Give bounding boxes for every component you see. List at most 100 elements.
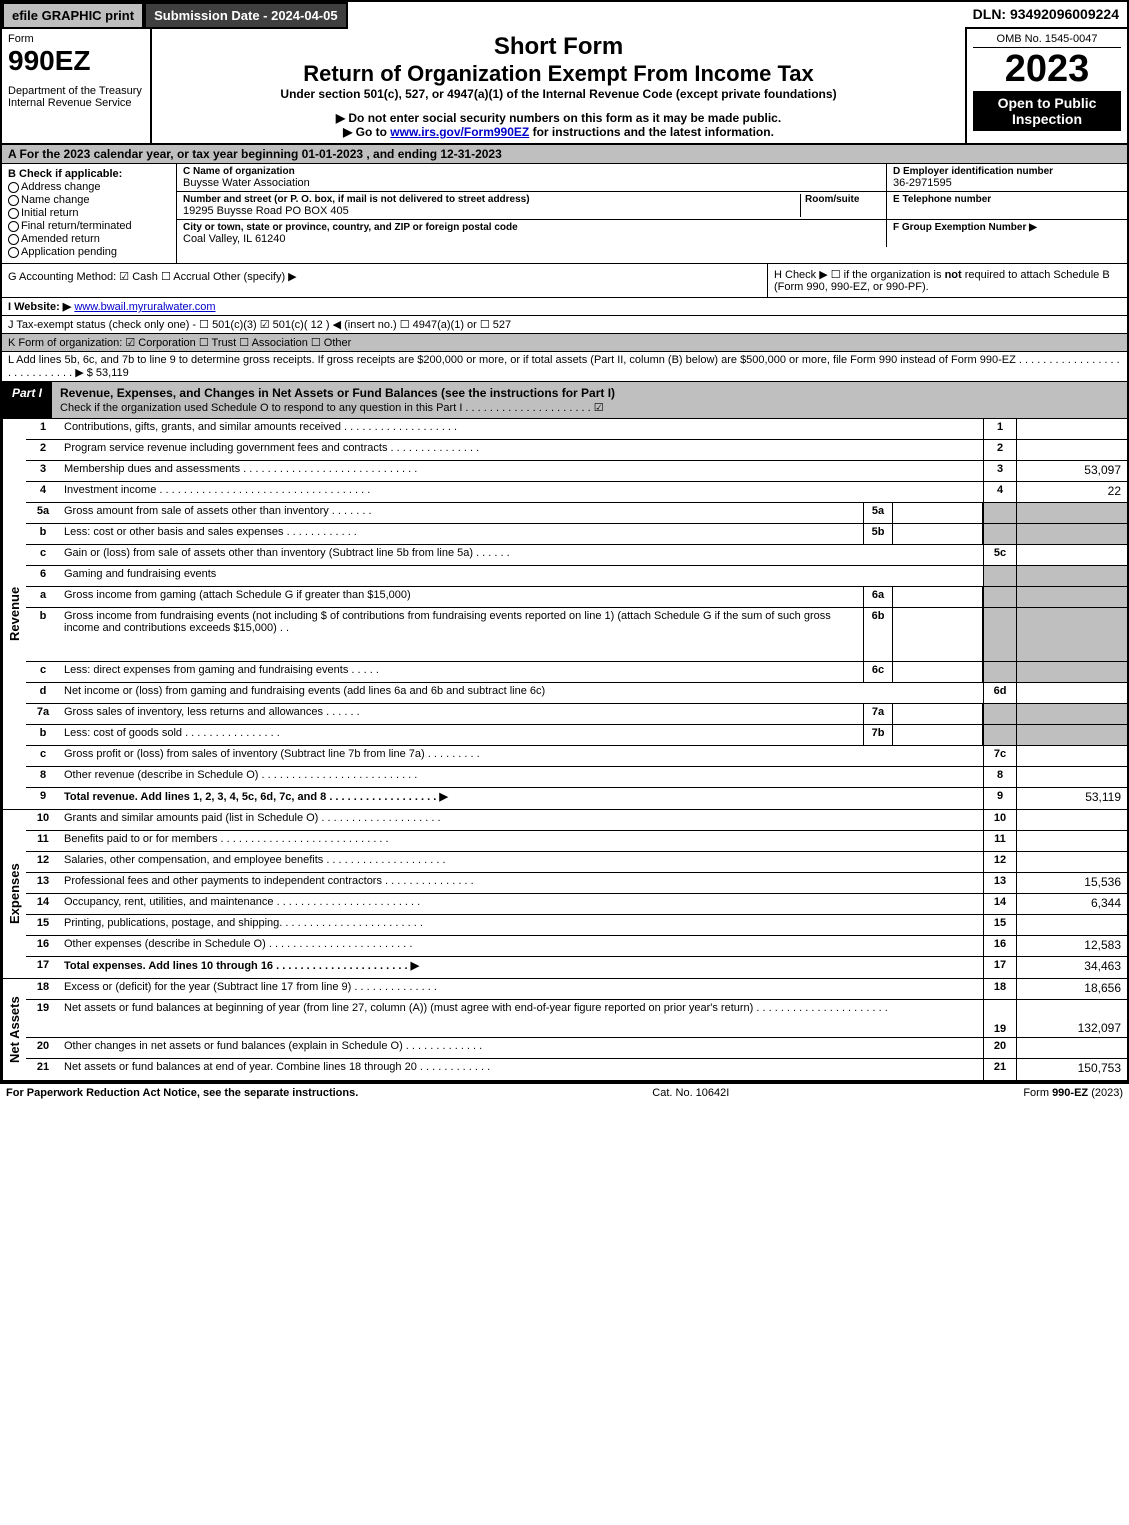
header-left: Form 990EZ Department of the Treasury In…: [2, 29, 152, 143]
line-4: 4Investment income . . . . . . . . . . .…: [26, 482, 1127, 503]
c-city-label: City or town, state or province, country…: [183, 222, 880, 233]
room-label: Room/suite: [805, 194, 880, 205]
header-center: Short Form Return of Organization Exempt…: [152, 29, 967, 143]
line-14: 14Occupancy, rent, utilities, and mainte…: [26, 894, 1127, 915]
efile-print-button[interactable]: efile GRAPHIC print: [2, 2, 144, 29]
expenses-side-label: Expenses: [2, 810, 26, 978]
chk-final-return[interactable]: Final return/terminated: [8, 220, 170, 232]
cell-c-street: Number and street (or P. O. box, if mail…: [177, 192, 887, 219]
revenue-side-label: Revenue: [2, 419, 26, 809]
line-16: 16Other expenses (describe in Schedule O…: [26, 936, 1127, 957]
note-goto: ▶ Go to www.irs.gov/Form990EZ for instru…: [160, 125, 957, 139]
col-cde: C Name of organization Buysse Water Asso…: [177, 164, 1127, 263]
title-short: Short Form: [160, 33, 957, 61]
row-l: L Add lines 5b, 6c, and 7b to line 9 to …: [2, 352, 1127, 382]
note-goto-post: for instructions and the latest informat…: [529, 125, 774, 139]
form-header: Form 990EZ Department of the Treasury In…: [2, 29, 1127, 145]
footer: For Paperwork Reduction Act Notice, see …: [0, 1084, 1129, 1102]
line-15: 15Printing, publications, postage, and s…: [26, 915, 1127, 936]
topbar: efile GRAPHIC print Submission Date - 20…: [2, 2, 1127, 29]
part1-check: Check if the organization used Schedule …: [60, 402, 604, 414]
part1-title-text: Revenue, Expenses, and Changes in Net As…: [60, 386, 615, 400]
chk-address-change[interactable]: Address change: [8, 181, 170, 193]
line-10: 10Grants and similar amounts paid (list …: [26, 810, 1127, 831]
revenue-rows: 1Contributions, gifts, grants, and simil…: [26, 419, 1127, 809]
line-3: 3Membership dues and assessments . . . .…: [26, 461, 1127, 482]
netassets-side-label: Net Assets: [2, 979, 26, 1080]
line-8: 8Other revenue (describe in Schedule O) …: [26, 767, 1127, 788]
col-b: B Check if applicable: Address change Na…: [2, 164, 177, 263]
chk-name-change[interactable]: Name change: [8, 194, 170, 206]
form-number: 990EZ: [8, 45, 144, 77]
submission-date-label: Submission Date - 2024-04-05: [144, 2, 348, 29]
irs-label: Internal Revenue Service: [8, 97, 144, 109]
form-container: efile GRAPHIC print Submission Date - 20…: [0, 0, 1129, 1084]
dln-label: DLN: 93492096009224: [965, 2, 1127, 29]
row-gh: G Accounting Method: ☑ Cash ☐ Accrual Ot…: [2, 264, 1127, 298]
footer-center: Cat. No. 10642I: [358, 1087, 1023, 1099]
city-value: Coal Valley, IL 61240: [183, 233, 880, 245]
note-ssn: ▶ Do not enter social security numbers o…: [160, 111, 957, 125]
expenses-section: Expenses 10Grants and similar amounts pa…: [2, 810, 1127, 979]
irs-link[interactable]: www.irs.gov/Form990EZ: [390, 125, 529, 139]
open-inspection: Open to Public Inspection: [973, 91, 1121, 131]
h-pre: H Check ▶ ☐ if the organization is: [774, 269, 945, 281]
line-7a: 7aGross sales of inventory, less returns…: [26, 704, 1127, 725]
org-name: Buysse Water Association: [183, 177, 880, 189]
revenue-section: Revenue 1Contributions, gifts, grants, a…: [2, 419, 1127, 810]
footer-right-form: 990-EZ: [1052, 1087, 1088, 1099]
part1-header: Part I Revenue, Expenses, and Changes in…: [2, 382, 1127, 419]
cell-c-name: C Name of organization Buysse Water Asso…: [177, 164, 887, 191]
cell-e-phone: E Telephone number: [887, 192, 1127, 219]
line-11: 11Benefits paid to or for members . . . …: [26, 831, 1127, 852]
line-5c: cGain or (loss) from sale of assets othe…: [26, 545, 1127, 566]
line-18: 18Excess or (deficit) for the year (Subt…: [26, 979, 1127, 1000]
website-link[interactable]: www.bwail.myruralwater.com: [74, 301, 215, 313]
footer-right: Form 990-EZ (2023): [1023, 1087, 1123, 1099]
ein-value: 36-2971595: [893, 177, 1121, 189]
c-street-label: Number and street (or P. O. box, if mail…: [183, 194, 800, 205]
footer-left: For Paperwork Reduction Act Notice, see …: [6, 1087, 358, 1099]
line-6d: dNet income or (loss) from gaming and fu…: [26, 683, 1127, 704]
street-value: 19295 Buysse Road PO BOX 405: [183, 205, 800, 217]
row-k: K Form of organization: ☑ Corporation ☐ …: [2, 334, 1127, 352]
line-6: 6Gaming and fundraising events: [26, 566, 1127, 587]
line-12: 12Salaries, other compensation, and empl…: [26, 852, 1127, 873]
chk-application-pending[interactable]: Application pending: [8, 246, 170, 258]
omb-number: OMB No. 1545-0047: [973, 33, 1121, 48]
line-6a: aGross income from gaming (attach Schedu…: [26, 587, 1127, 608]
d-label: D Employer identification number: [893, 166, 1121, 177]
note-goto-pre: ▶ Go to: [343, 125, 390, 139]
cell-c-city: City or town, state or province, country…: [177, 220, 887, 247]
title-under: Under section 501(c), 527, or 4947(a)(1)…: [160, 87, 957, 101]
header-right: OMB No. 1545-0047 2023 Open to Public In…: [967, 29, 1127, 143]
expenses-rows: 10Grants and similar amounts paid (list …: [26, 810, 1127, 978]
footer-right-pre: Form: [1023, 1087, 1052, 1099]
h-not: not: [945, 269, 962, 281]
part1-tab: Part I: [2, 382, 52, 418]
footer-right-post: (2023): [1088, 1087, 1123, 1099]
line-6c: cLess: direct expenses from gaming and f…: [26, 662, 1127, 683]
line-7c: cGross profit or (loss) from sales of in…: [26, 746, 1127, 767]
cell-f-group: F Group Exemption Number ▶: [887, 220, 1127, 247]
line-1: 1Contributions, gifts, grants, and simil…: [26, 419, 1127, 440]
line-6b: bGross income from fundraising events (n…: [26, 608, 1127, 662]
line-19: 19Net assets or fund balances at beginni…: [26, 1000, 1127, 1038]
row-i: I Website: ▶ www.bwail.myruralwater.com: [2, 298, 1127, 316]
row-a: A For the 2023 calendar year, or tax yea…: [2, 145, 1127, 164]
line-20: 20Other changes in net assets or fund ba…: [26, 1038, 1127, 1059]
line-17: 17Total expenses. Add lines 10 through 1…: [26, 957, 1127, 978]
section-bcd: B Check if applicable: Address change Na…: [2, 164, 1127, 264]
b-title: B Check if applicable:: [8, 168, 170, 180]
line-7b: bLess: cost of goods sold . . . . . . . …: [26, 725, 1127, 746]
line-21: 21Net assets or fund balances at end of …: [26, 1059, 1127, 1080]
g-accounting: G Accounting Method: ☑ Cash ☐ Accrual Ot…: [2, 264, 767, 297]
line-13: 13Professional fees and other payments t…: [26, 873, 1127, 894]
chk-initial-return[interactable]: Initial return: [8, 207, 170, 219]
f-label: F Group Exemption Number ▶: [893, 222, 1121, 233]
e-label: E Telephone number: [893, 194, 1121, 205]
spacer: [348, 2, 965, 29]
netassets-section: Net Assets 18Excess or (deficit) for the…: [2, 979, 1127, 1082]
line-2: 2Program service revenue including gover…: [26, 440, 1127, 461]
chk-amended-return[interactable]: Amended return: [8, 233, 170, 245]
